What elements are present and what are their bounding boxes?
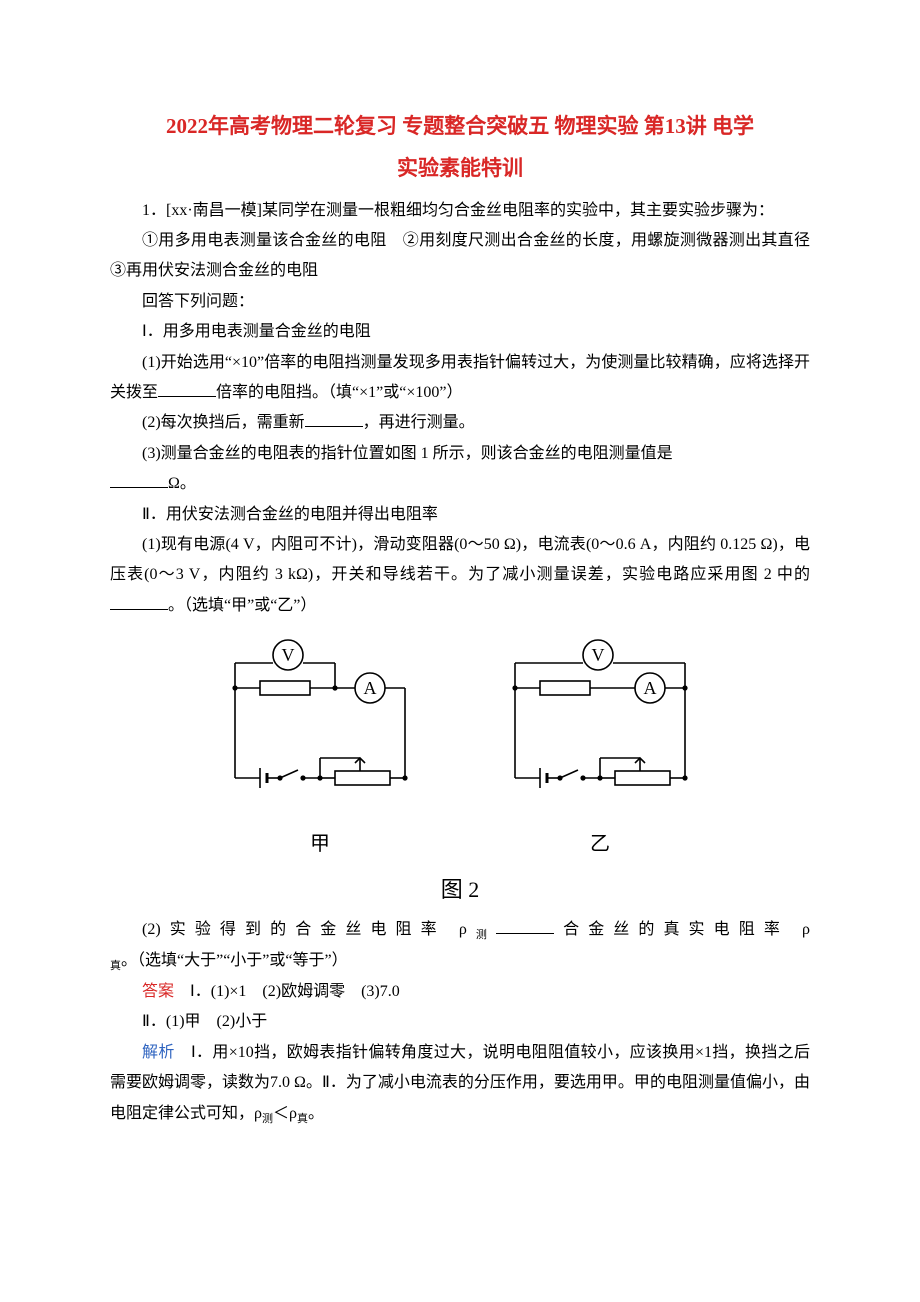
- q1-header: 1．[xx·南昌一模]某同学在测量一根粗细均匀合金丝电阻率的实验中，其主要实验步…: [110, 196, 810, 226]
- title-line-1: 2022年高考物理二轮复习 专题整合突破五 物理实验 第13讲 电学: [166, 114, 754, 138]
- figure-2: V A 甲: [110, 633, 810, 911]
- p1-2a: (2)每次换挡后，需重新: [142, 414, 305, 431]
- blank-2: [305, 410, 363, 427]
- p1-3b: Ω。: [168, 475, 196, 492]
- circuit-b-svg: V A: [495, 633, 705, 823]
- p2-2b: 合金丝的真实电阻率 ρ: [554, 921, 810, 938]
- answer-label: 答案: [142, 983, 174, 1000]
- p2-1b: 。（选填“甲”或“乙”）: [168, 597, 316, 614]
- p1-3: (3)测量合金丝的电阻表的指针位置如图 1 所示，则该合金丝的电阻测量值是: [110, 439, 810, 469]
- p2-2-sub2: 真: [110, 960, 121, 972]
- answer-line-2: Ⅱ．(1)甲 (2)小于: [110, 1007, 810, 1037]
- q1-steps: ①用多用电表测量该合金丝的电阻 ②用刻度尺测出合金丝的长度，用螺旋测微器测出其直…: [110, 226, 810, 287]
- blank-5: [496, 917, 554, 934]
- p2-2c: 。（选填“大于”“小于”或“等于”）: [121, 952, 348, 969]
- explain-end: 。: [308, 1105, 324, 1122]
- a-label-a: A: [364, 678, 377, 698]
- p1-3-line2: Ω。: [110, 469, 810, 499]
- explain-sub1: 测: [262, 1113, 273, 1125]
- v-label-a: V: [282, 645, 295, 665]
- p1-3a: (3)测量合金丝的电阻表的指针位置如图 1 所示，则该合金丝的电阻测量值是: [142, 445, 673, 462]
- blank-4: [110, 593, 168, 610]
- circuit-b-label: 乙: [495, 825, 705, 863]
- circuit-a-svg: V A: [215, 633, 425, 823]
- p2-2a: (2)实验得到的合金丝电阻率 ρ: [142, 921, 467, 938]
- page: 2022年高考物理二轮复习 专题整合突破五 物理实验 第13讲 电学 实验素能特…: [0, 0, 920, 1190]
- blank-3: [110, 471, 168, 488]
- fig2-caption: 图 2: [110, 869, 810, 911]
- main-title: 2022年高考物理二轮复习 专题整合突破五 物理实验 第13讲 电学: [110, 110, 810, 144]
- title-line-2: 实验素能特训: [110, 152, 810, 182]
- explain-mid: ＜ρ: [273, 1105, 297, 1122]
- part2-title: Ⅱ．用伏安法测合金丝的电阻并得出电阻率: [110, 500, 810, 530]
- v-label-b: V: [592, 645, 605, 665]
- explain-para: 解析 Ⅰ．用×10挡，欧姆表指针偏转角度过大，说明电阻阻值较小，应该换用×1挡，…: [110, 1038, 810, 1130]
- circuit-a-label: 甲: [215, 825, 425, 863]
- p1-2b: ，再进行测量。: [363, 414, 475, 431]
- answer-line-1: 答案 Ⅰ．(1)×1 (2)欧姆调零 (3)7.0: [110, 977, 810, 1007]
- blank-1: [158, 380, 216, 397]
- body: 1．[xx·南昌一模]某同学在测量一根粗细均匀合金丝电阻率的实验中，其主要实验步…: [110, 196, 810, 1130]
- p2-1a: (1)现有电源(4 V，内阻可不计)，滑动变阻器(0～50 Ω)，电流表(0～0…: [110, 536, 810, 583]
- answer-text-1: Ⅰ．(1)×1 (2)欧姆调零 (3)7.0: [174, 983, 400, 1000]
- figure-row: V A 甲: [110, 633, 810, 863]
- p2-2-sub1: 测: [467, 929, 496, 941]
- circuit-a: V A 甲: [215, 633, 425, 863]
- p1-1: (1)开始选用“×10”倍率的电阻挡测量发现多用表指针偏转过大，为使测量比较精确…: [110, 348, 810, 409]
- answer-prompt: 回答下列问题：: [110, 287, 810, 317]
- part1-title: Ⅰ．用多用电表测量合金丝的电阻: [110, 317, 810, 347]
- p1-2: (2)每次换挡后，需重新 ，再进行测量。: [110, 408, 810, 438]
- p2-2: (2)实验得到的合金丝电阻率 ρ测 合金丝的真实电阻率 ρ 真。（选填“大于”“小于…: [110, 915, 810, 977]
- explain-sub2: 真: [297, 1113, 308, 1125]
- circuit-b: V A 乙: [495, 633, 705, 863]
- explain-label: 解析: [142, 1044, 175, 1061]
- explain-text: Ⅰ．用×10挡，欧姆表指针偏转角度过大，说明电阻阻值较小，应该换用×1挡，换挡之…: [110, 1044, 810, 1122]
- p1-1b: 倍率的电阻挡。（填“×1”或“×100”）: [216, 384, 462, 401]
- p2-1: (1)现有电源(4 V，内阻可不计)，滑动变阻器(0～50 Ω)，电流表(0～0…: [110, 530, 810, 621]
- a-label-b: A: [644, 678, 657, 698]
